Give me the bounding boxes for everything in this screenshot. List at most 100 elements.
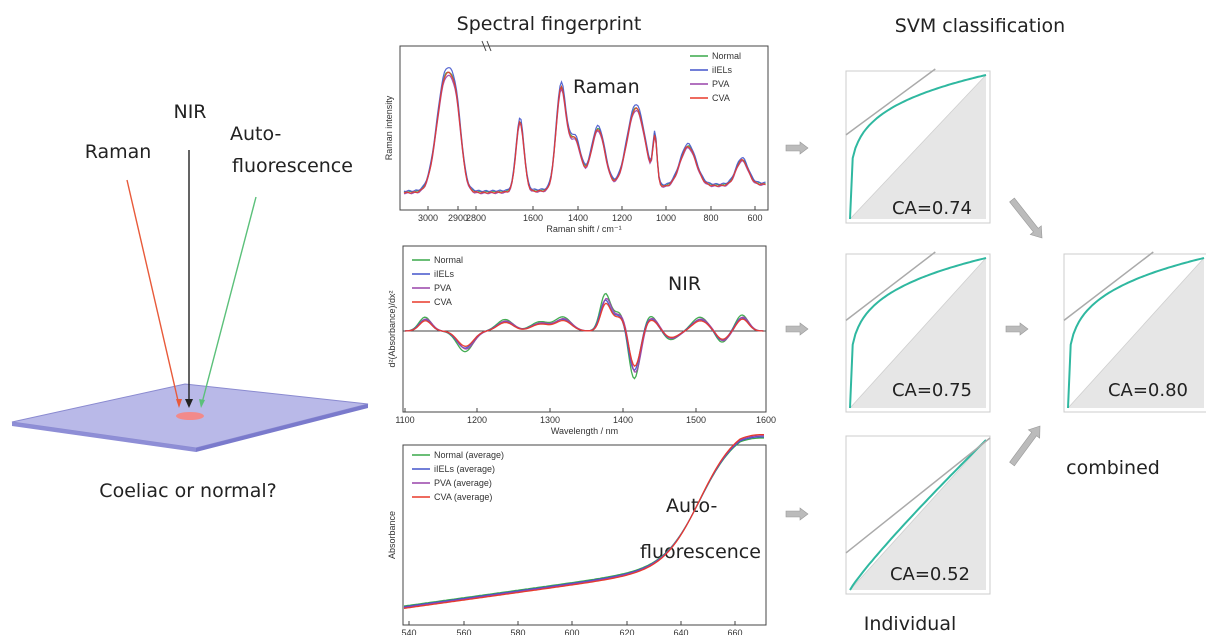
x-tick-label: 560 (456, 628, 471, 635)
x-tick-label: 640 (673, 628, 688, 635)
panel-label-line1: Auto- (666, 495, 717, 517)
arrow-nir-to-roc (785, 322, 809, 336)
roc-diagonal (849, 257, 987, 409)
legend-entry: PVA (average) (434, 478, 492, 488)
series-line-iiels (404, 299, 764, 372)
x-tick-label: 580 (510, 628, 525, 635)
legend-entry: iIELs (434, 269, 455, 279)
question-label: Coeliac or normal? (99, 480, 276, 502)
autofluorescence-beam (201, 196, 257, 404)
individual-caption: Individual (864, 613, 957, 635)
ca-label: CA=0.74 (892, 198, 972, 219)
plot-frame (402, 245, 767, 413)
nir-beam-arrowhead (185, 399, 193, 408)
axis-break-mark (481, 40, 487, 52)
x-tick-label: 660 (727, 628, 742, 635)
y-axis-label: Raman intensity (384, 95, 394, 160)
roc-tangent-line (845, 437, 991, 554)
legend-entry: iIELs (average) (434, 464, 495, 474)
spectral-fingerprint-title: Spectral fingerprint (457, 13, 642, 35)
y-axis-label: d²(Absorbance)/dx² (387, 290, 397, 367)
sample-slide-side (196, 404, 368, 452)
sample-slide-edge (12, 422, 196, 452)
roc-diagonal (849, 74, 987, 220)
series-line-normal (405, 292, 764, 380)
series-line-iiels (403, 436, 764, 608)
nir-spectrum-chart: 1100 1200 1300 1400 1500 1600 Wavelength / nm d… (387, 245, 776, 436)
series-line-pva (404, 297, 764, 373)
series-line-cva (403, 434, 764, 609)
legend-entry: PVA (434, 283, 451, 293)
roc-combined-chart: CA=0.80 (1063, 251, 1206, 413)
svm-classification-title: SVM classification (895, 15, 1065, 37)
y-axis-label: Absorbance (387, 511, 397, 559)
raman-beam-label: Raman (85, 141, 152, 163)
combined-caption: combined (1066, 457, 1160, 479)
x-tick-label: 2900 (448, 213, 468, 223)
arrow-af-roc-to-combined (1009, 425, 1041, 467)
ca-label: CA=0.75 (892, 380, 972, 401)
x-tick-label: 600 (564, 628, 579, 635)
legend-entry: Normal (average) (434, 450, 504, 460)
plot-frame (399, 45, 769, 211)
roc-tangent-line (1063, 251, 1154, 321)
flow-arrows (785, 141, 1043, 521)
roc-tangent-line (845, 251, 936, 321)
x-tick-label: 1400 (613, 415, 633, 425)
roc-curve (1067, 257, 1205, 409)
x-tick-label: 1600 (756, 415, 776, 425)
excitation-diagram: Raman NIR Auto- fluorescence Coeliac or … (11, 101, 369, 502)
roc-curve (849, 74, 987, 220)
legend-entry: Normal (712, 51, 741, 61)
roc-diagonal (1067, 257, 1205, 409)
legend-entry: CVA (average) (434, 492, 492, 502)
roc-autofluorescence-chart: CA=0.52 (845, 435, 991, 595)
x-axis-label: Wavelength / nm (551, 426, 618, 436)
arrow-af-to-roc (785, 507, 809, 521)
x-tick-label: 1300 (540, 415, 560, 425)
x-tick-label: 600 (747, 213, 762, 223)
roc-curve (849, 257, 987, 409)
x-tick-label: 3000 (418, 213, 438, 223)
roc-curve (849, 439, 987, 591)
x-tick-label: 1100 (395, 415, 414, 425)
x-axis-label: Raman shift / cm⁻¹ (546, 224, 621, 234)
series-line-cva (404, 302, 764, 367)
x-tick-label: 1200 (612, 213, 632, 223)
roc-tangent-line (845, 68, 936, 136)
legend-entry: CVA (434, 297, 452, 307)
ca-label: CA=0.80 (1108, 380, 1188, 401)
raman-beam-arrowhead (176, 399, 182, 408)
fluorescence-beam-label: fluorescence (232, 155, 353, 177)
ca-label: CA=0.52 (890, 564, 970, 585)
x-tick-label: 2800 (466, 213, 486, 223)
legend-entry: PVA (712, 79, 729, 89)
sample-spot (176, 412, 204, 420)
autofluorescence-spectrum-chart: 540560580600620640660Wavelength / nmAbso… (387, 434, 767, 635)
x-tick-label: 1200 (467, 415, 487, 425)
panel-label: Raman (573, 76, 640, 98)
arrow-raman-roc-to-combined (1009, 197, 1043, 239)
x-tick-label: 1500 (686, 415, 706, 425)
x-tick-label: 1600 (523, 213, 543, 223)
legend-entry: CVA (712, 93, 730, 103)
x-tick-label: 540 (401, 628, 416, 635)
arrow-raman-to-roc (785, 141, 809, 155)
axis-break-mark (486, 40, 492, 52)
roc-raman-chart: CA=0.74 (845, 68, 991, 224)
arrow-to-combined (1005, 322, 1029, 336)
legend-entry: iIELs (712, 65, 733, 75)
x-tick-label: 620 (619, 628, 634, 635)
auto-beam-label: Auto- (230, 123, 281, 145)
x-tick-label: 1000 (656, 213, 676, 223)
panel-label-line2: fluorescence (640, 541, 761, 563)
x-tick-label: 1400 (568, 213, 588, 223)
legend-entry: Normal (434, 255, 463, 265)
nir-beam-label: NIR (173, 101, 206, 123)
roc-nir-chart: CA=0.75 (845, 251, 991, 413)
x-tick-label: 800 (703, 213, 718, 223)
series-line-pva (403, 435, 764, 609)
roc-diagonal (849, 439, 987, 591)
